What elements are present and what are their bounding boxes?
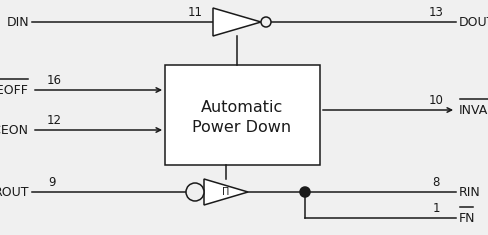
Text: 9: 9 xyxy=(48,176,56,188)
Ellipse shape xyxy=(300,187,310,197)
Polygon shape xyxy=(213,8,261,36)
Text: 11: 11 xyxy=(187,5,203,19)
Ellipse shape xyxy=(261,17,271,27)
Text: Automatic: Automatic xyxy=(201,99,283,114)
Ellipse shape xyxy=(186,183,204,201)
Text: RIN: RIN xyxy=(459,185,481,199)
Text: 13: 13 xyxy=(428,5,444,19)
Text: 8: 8 xyxy=(432,176,440,188)
Text: ROUT: ROUT xyxy=(0,185,29,199)
Text: DIN: DIN xyxy=(6,16,29,28)
Text: Power Down: Power Down xyxy=(192,121,291,136)
Text: FN: FN xyxy=(459,212,475,224)
Text: FORCEOFF: FORCEOFF xyxy=(0,83,29,97)
Text: 10: 10 xyxy=(428,94,444,106)
Text: DOUT: DOUT xyxy=(459,16,488,28)
Text: 16: 16 xyxy=(46,74,61,86)
Bar xyxy=(165,65,320,165)
Text: 1: 1 xyxy=(432,201,440,215)
Polygon shape xyxy=(204,179,248,205)
Text: 12: 12 xyxy=(46,114,61,126)
Text: INVALID: INVALID xyxy=(459,103,488,117)
Text: Π: Π xyxy=(223,187,230,197)
Text: FORCEON: FORCEON xyxy=(0,124,29,137)
